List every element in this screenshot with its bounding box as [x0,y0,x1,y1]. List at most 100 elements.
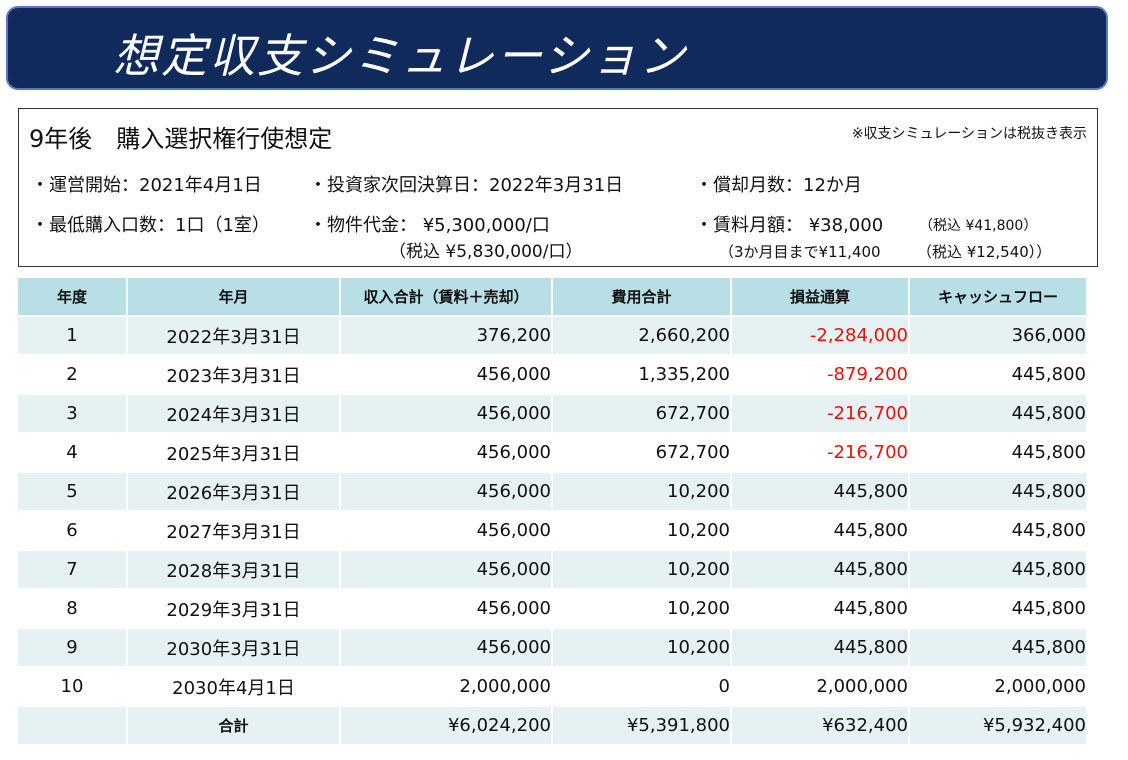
cell: 445,800 [833,598,908,619]
cell: ¥5,391,800 [553,707,730,744]
cell: 2030年4月1日 [172,677,295,699]
cell: 2029年3月31日 [166,599,301,621]
info-item: ・最低購入口数：1口（1室） [31,215,270,236]
cell: 672,700 [655,442,730,463]
cell: 10,200 [553,473,730,510]
cell: 445,800 [1011,364,1086,385]
cell: 456,000 [476,520,551,541]
cell: 10 [60,676,84,697]
cell: 10,200 [667,520,730,541]
table-row: 10 2030年4月1日 2,000,000 0 2,000,000 2,000,000 [18,668,1086,705]
cell: 6 [66,520,78,541]
cell: 0 [718,676,730,697]
cell: 9 [18,629,126,666]
table-row: 4 2025年3月31日 456,000 672,700 -216,700 445,800 [18,434,1086,471]
cell: 2025年3月31日 [166,443,301,465]
cell: 3 [18,395,126,432]
simulation-table: 年度 年月 収入合計（賃料＋売却） 費用合計 損益通算 キャッシュフロー 1 2022年3月3… [16,276,1088,746]
cell: 445,800 [910,395,1086,432]
cell: 456,000 [476,364,551,385]
info-title: 9年後 購入選択権行使想定 [29,125,333,153]
page-title: 想定収支シミュレーション [113,29,688,83]
total-row: 合計 ¥6,024,200 ¥5,391,800 ¥632,400 ¥5,932,400 [18,707,1086,744]
info-item: ・償却月数：12か月 [695,175,862,196]
column-header: 年月 [128,278,339,315]
info-box: 9年後 購入選択権行使想定 ※収支シミュレーションは税抜き表示 ・運営開始：20… [18,108,1098,267]
column-header: 年度 [18,278,126,315]
cell: 5 [18,473,126,510]
cell: 445,800 [732,629,908,666]
banner: 想定収支シミュレーション [8,8,1106,88]
cell: 445,800 [732,551,908,588]
info-item: （税込 ¥5,830,000/口） [389,242,583,262]
cell: -879,200 [827,364,908,385]
cell: 1,335,200 [638,364,730,385]
cell: 456,000 [341,473,551,510]
cell: 10,200 [553,629,730,666]
table-row: 5 2026年3月31日 456,000 10,200 445,800 445,800 [18,473,1086,510]
cell: 445,800 [1011,520,1086,541]
cell: 445,800 [910,473,1086,510]
cell: 2022年3月31日 [128,317,339,354]
cell: 2,000,000 [459,676,551,697]
info-item: ・賃料月額： ¥38,000 [695,215,884,236]
column-header: 損益通算 [732,278,908,315]
info-item: （税込 ¥12,540）） [917,243,1052,261]
cell: 2024年3月31日 [128,395,339,432]
table-row: 6 2027年3月31日 456,000 10,200 445,800 445,800 [18,512,1086,549]
cell: 2 [66,364,78,385]
table-row: 1 2022年3月31日 376,200 2,660,200 -2,284,000 366… [18,317,1086,354]
cell [18,707,126,744]
cell: 1 [18,317,126,354]
table-row: 3 2024年3月31日 456,000 672,700 -216,700 445,800 [18,395,1086,432]
cell: 672,700 [553,395,730,432]
column-header: キャッシュフロー [910,278,1086,315]
cell: 456,000 [341,395,551,432]
cell: 7 [18,551,126,588]
cell: 2,000,000 [994,676,1086,697]
cell: 10,200 [553,551,730,588]
column-header: 費用合計 [553,278,730,315]
cell: 445,800 [910,629,1086,666]
info-item: ・物件代金： ¥5,300,000/口 [309,215,550,236]
cell: 2027年3月31日 [166,521,301,543]
cell: ¥5,932,400 [910,707,1086,744]
cell: 2028年3月31日 [128,551,339,588]
cell: -2,284,000 [732,317,908,354]
cell: 2,000,000 [816,676,908,697]
info-note: ※収支シミュレーションは税抜き表示 [851,126,1087,142]
table-row: 9 2030年3月31日 456,000 10,200 445,800 445,800 [18,629,1086,666]
cell: 2,660,200 [553,317,730,354]
info-item: ・運営開始：2021年4月1日 [31,175,262,196]
cell: 8 [66,598,78,619]
cell: 2023年3月31日 [166,365,301,387]
cell: 2026年3月31日 [128,473,339,510]
cell: 456,000 [341,551,551,588]
column-header: 収入合計（賃料＋売却） [341,278,551,315]
cell: ¥632,400 [732,707,908,744]
cell: 445,800 [732,473,908,510]
cell: -216,700 [732,395,908,432]
cell: 445,800 [833,520,908,541]
cell: 4 [66,442,78,463]
info-item: （税込 ¥41,800） [919,218,1038,234]
cell: -216,700 [827,442,908,463]
cell: 456,000 [476,442,551,463]
header-row: 年度 年月 収入合計（賃料＋売却） 費用合計 損益通算 キャッシュフロー [18,278,1086,315]
cell: 376,200 [341,317,551,354]
table-row: 7 2028年3月31日 456,000 10,200 445,800 445,800 [18,551,1086,588]
cell: 2030年3月31日 [128,629,339,666]
cell: 445,800 [1011,442,1086,463]
cell: 445,800 [910,551,1086,588]
cell: 456,000 [341,629,551,666]
cell: 10,200 [667,598,730,619]
info-item: （3か月目まで¥11,400 [719,243,881,261]
table-row: 8 2029年3月31日 456,000 10,200 445,800 445,800 [18,590,1086,627]
cell: 445,800 [1011,598,1086,619]
cell: ¥6,024,200 [341,707,551,744]
cell: 合計 [128,707,339,744]
table-row: 2 2023年3月31日 456,000 1,335,200 -879,200 445,8… [18,356,1086,393]
cell: 366,000 [910,317,1086,354]
info-item: ・投資家次回決算日：2022年3月31日 [309,175,624,196]
